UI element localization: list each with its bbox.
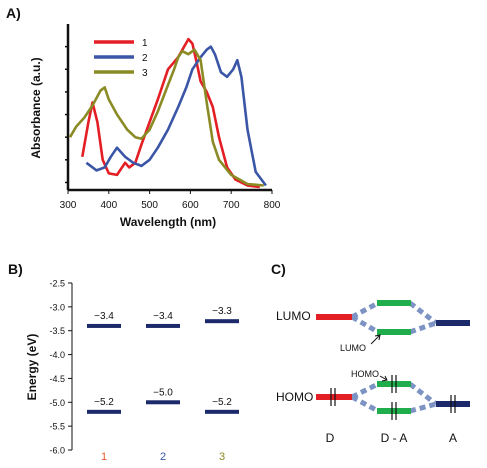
mix-line [350,394,380,414]
lumo-value-label: −3.3 [212,306,232,317]
energy-y-tick-label: -3.0 [49,302,65,312]
lumo-callout-arrowhead [374,334,381,341]
lumo-level-1 [87,323,121,328]
energy-categories: 1 2 3 [101,451,225,463]
energy-levels: −3.4 −5.2 −3.4 −5.0 −3.3 −5.2 [87,306,239,414]
absorbance-y-label: Absorbance (a.u.) [29,57,43,158]
lumo-value-label: −3.4 [153,311,173,322]
homo-callout-label: HOMO [351,369,379,379]
absorbance-series [68,37,267,189]
homo-value-label: −5.2 [94,397,114,408]
energy-level-chart: -2.5 -3.0 -3.5 -4.0 -4.5 -5.0 -5.5 -6.0 −3.4 −5.… [25,279,239,463]
homo-level-2 [146,400,180,405]
donor-acceptor-label: D - A [381,431,408,445]
panel-c-label: C) [271,261,286,277]
absorbance-chart: 300 400 500 600 700 800 1 2 3 Wavelength (nm) A… [29,24,281,229]
donor-homo-level [316,394,352,400]
donor-lumo-level [316,314,352,320]
legend-label-1: 1 [142,38,148,49]
homo-level-1 [87,409,121,414]
x-tick-label: 400 [100,200,117,211]
callout-arrows [370,334,388,382]
homo-callout-arrow [379,375,388,381]
homo-level-3 [205,409,239,414]
energy-y-label: Energy (eV) [25,334,39,401]
lumo-level-2 [146,323,180,328]
energy-y-tick-label: -5.5 [49,422,65,432]
lumo-callout-arrow [370,334,381,345]
panel-a-label: A) [6,5,21,21]
x-tick-label: 800 [264,200,281,211]
absorbance-x-ticks: 300 400 500 600 700 800 [60,190,281,211]
mix-line [350,300,380,320]
electron-pair-markers [330,375,456,420]
category-label-3: 3 [219,451,225,463]
x-tick-label: 300 [60,200,77,211]
donor-label: D [326,431,335,445]
orbital-diagram: LUMO HOMO LUMO HOMO D D - A A [276,300,470,445]
series-line-1 [81,37,260,189]
absorbance-y-ticks [65,45,68,184]
da-lower-homo-level [377,408,411,414]
acceptor-lumo-level [436,320,470,326]
absorbance-legend: 1 2 3 [94,38,148,79]
lumo-level-3 [205,319,239,324]
energy-y-tick-label: -5.0 [49,398,65,408]
panel-b-label: B) [8,261,23,277]
energy-y-tick-label: -6.0 [49,446,65,456]
mix-line [350,314,380,335]
da-lower-lumo-level [377,329,411,335]
homo-side-label: HOMO [276,390,313,404]
homo-value-label: −5.2 [212,397,232,408]
mix-line [408,301,438,325]
lumo-value-label: −3.4 [94,311,114,322]
x-tick-label: 500 [141,200,158,211]
absorbance-x-label: Wavelength (nm) [120,215,216,229]
mix-line [350,381,380,400]
category-label-1: 1 [101,451,107,463]
x-tick-label: 600 [182,200,199,211]
mix-line [408,382,438,406]
mix-line [409,401,437,414]
legend-label-2: 2 [142,53,148,64]
lumo-callout-label: LUMO [340,343,366,353]
orbital-mixing-lines [350,300,438,414]
energy-y-tick-label: -4.0 [49,350,65,360]
acceptor-label: A [449,431,457,445]
lumo-side-label: LUMO [276,309,311,323]
da-upper-homo-level [377,381,411,387]
homo-callout-arrowhead [381,375,388,382]
category-label-2: 2 [160,451,166,463]
energy-y-tick-label: -3.5 [49,326,65,336]
legend-label-3: 3 [142,68,148,79]
energy-y-ticks: -2.5 -3.0 -3.5 -4.0 -4.5 -5.0 -5.5 -6.0 [49,279,72,456]
homo-value-label: −5.0 [153,387,173,398]
energy-y-tick-label: -4.5 [49,374,65,384]
mix-line [409,320,437,335]
series-line-3 [68,48,264,187]
da-upper-lumo-level [377,300,411,306]
series-line-2 [85,45,267,187]
acceptor-homo-level [436,401,470,407]
x-tick-label: 700 [223,200,240,211]
energy-y-tick-label: -2.5 [49,279,65,289]
